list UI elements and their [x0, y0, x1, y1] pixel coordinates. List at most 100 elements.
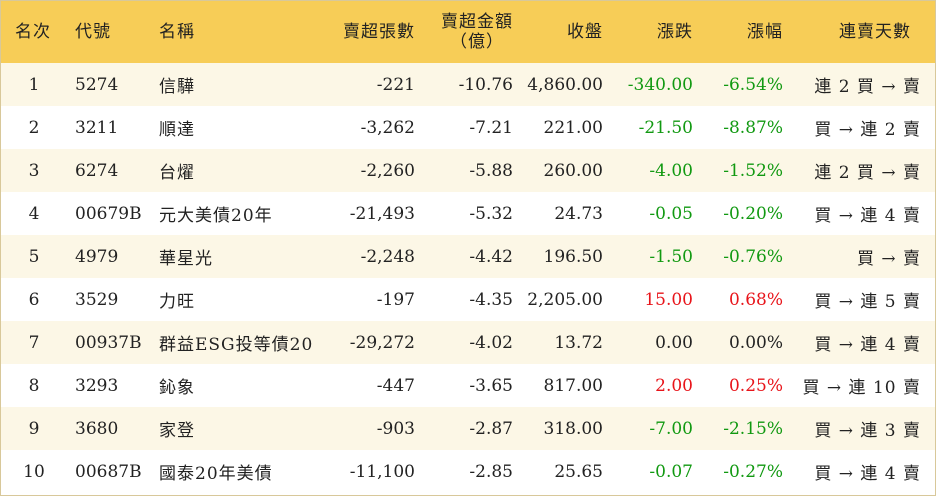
table-row[interactable]: 9 3680 家登 -903 -2.87 318.00 -7.00 -2.15% 買 → 連 3…: [1, 407, 935, 450]
oversold-shares-cell: -3,262: [360, 117, 415, 138]
column-header-oversold-shares[interactable]: 賣超張數: [343, 22, 415, 42]
column-header-consecutive-days[interactable]: 連賣天數: [839, 22, 911, 42]
change-pct-cell: -2.15%: [723, 418, 783, 439]
oversold-amount-label-line1: 賣超金額: [441, 12, 513, 32]
change-pct-cell: -6.54%: [723, 74, 783, 95]
stock-name-cell: 台燿: [159, 163, 195, 183]
close-price-cell: 4,860.00: [527, 74, 603, 95]
stock-code-cell: 3211: [75, 117, 119, 138]
close-price-cell: 196.50: [543, 246, 603, 267]
stock-code-cell: 3293: [75, 375, 119, 396]
table-row[interactable]: 5 4979 華星光 -2,248 -4.42 196.50 -1.50 -0.76% 買 → …: [1, 235, 935, 278]
consecutive-days-cell: 買 → 連 2 賣: [814, 120, 921, 140]
stock-name-cell: 信驊: [159, 77, 195, 97]
column-header-name[interactable]: 名稱: [159, 22, 195, 42]
rank-cell: 5: [28, 246, 40, 267]
rank-cell: 1: [28, 74, 40, 95]
stock-name-cell: 群益ESG投等債20: [159, 335, 314, 355]
oversold-amount-cell: -10.76: [458, 74, 513, 95]
close-price-cell: 25.65: [554, 461, 603, 482]
consecutive-days-cell: 連 2 買 → 賣: [814, 163, 921, 183]
consecutive-days-cell: 買 → 連 4 賣: [814, 335, 921, 355]
consecutive-days-cell: 買 → 連 5 賣: [814, 292, 921, 312]
stock-name-cell: 國泰20年美債: [159, 464, 273, 484]
change-pct-cell: -1.52%: [723, 160, 783, 181]
rank-cell: 8: [28, 375, 40, 396]
change-pct-cell: 0.00%: [728, 332, 783, 353]
oversold-amount-label: 賣超金額 （億）: [441, 12, 513, 52]
table-row[interactable]: 1 5274 信驊 -221 -10.76 4,860.00 -340.00 -6.54% 連 …: [1, 63, 935, 106]
stock-code-cell: 6274: [75, 160, 119, 181]
oversold-amount-cell: -2.85: [469, 461, 513, 482]
stock-code-cell: 00687B: [75, 461, 142, 482]
close-price-cell: 2,205.00: [527, 289, 603, 310]
close-price-cell: 13.72: [554, 332, 603, 353]
price-change-cell: 0.00: [655, 332, 693, 353]
oversold-amount-cell: -4.02: [469, 332, 513, 353]
oversold-shares-cell: -29,272: [349, 332, 415, 353]
oversold-shares-cell: -2,260: [360, 160, 415, 181]
price-change-cell: 15.00: [644, 289, 693, 310]
column-header-code[interactable]: 代號: [75, 22, 111, 42]
price-change-cell: -4.00: [649, 160, 693, 181]
change-pct-cell: -0.20%: [723, 203, 783, 224]
consecutive-days-cell: 買 → 連 10 賣: [802, 378, 921, 398]
stock-name-cell: 華星光: [159, 249, 213, 269]
change-pct-cell: 0.25%: [728, 375, 783, 396]
column-header-close[interactable]: 收盤: [567, 22, 603, 42]
price-change-cell: -7.00: [649, 418, 693, 439]
oversold-amount-cell: -2.87: [469, 418, 513, 439]
oversold-shares-cell: -903: [376, 418, 415, 439]
rank-cell: 3: [28, 160, 40, 181]
table-row[interactable]: 6 3529 力旺 -197 -4.35 2,205.00 15.00 0.68% 買 → 連 …: [1, 278, 935, 321]
price-change-cell: -340.00: [627, 74, 693, 95]
change-pct-cell: -8.87%: [723, 117, 783, 138]
table-row[interactable]: 4 00679B 元大美債20年 -21,493 -5.32 24.73 -0.05 -0.2…: [1, 192, 935, 235]
stock-name-cell: 元大美債20年: [159, 206, 273, 226]
table-row[interactable]: 7 00937B 群益ESG投等債20 -29,272 -4.02 13.72 0.00 0.…: [1, 321, 935, 364]
stock-code-cell: 5274: [75, 74, 119, 95]
consecutive-days-cell: 連 2 買 → 賣: [814, 77, 921, 97]
rank-cell: 9: [28, 418, 40, 439]
oversold-amount-cell: -7.21: [469, 117, 513, 138]
oversold-amount-label-line2: （億）: [450, 32, 504, 52]
table-row[interactable]: 2 3211 順達 -3,262 -7.21 221.00 -21.50 -8.87% 買 → …: [1, 106, 935, 149]
consecutive-days-cell: 買 → 連 4 賣: [814, 206, 921, 226]
table-row[interactable]: 10 00687B 國泰20年美債 -11,100 -2.85 25.65 -0.07 -0.…: [1, 450, 935, 493]
price-change-cell: -1.50: [649, 246, 693, 267]
table-row[interactable]: 8 3293 鈊象 -447 -3.65 817.00 2.00 0.25% 買 → 連 10 …: [1, 364, 935, 407]
stock-code-cell: 4979: [75, 246, 119, 267]
column-header-change-pct[interactable]: 漲幅: [747, 22, 783, 42]
oversold-shares-cell: -447: [376, 375, 415, 396]
stock-code-cell: 3529: [75, 289, 119, 310]
oversold-amount-cell: -5.88: [469, 160, 513, 181]
consecutive-days-cell: 買 → 連 4 賣: [814, 464, 921, 484]
table-header: 名次 代號 名稱 賣超張數 賣超金額 （億） 收盤 漲跌 漲幅 連賣天數: [1, 1, 935, 63]
close-price-cell: 260.00: [543, 160, 603, 181]
oversold-shares-cell: -221: [376, 74, 415, 95]
column-header-oversold-amount[interactable]: 賣超金額 （億）: [423, 1, 521, 63]
table-body: 1 5274 信驊 -221 -10.76 4,860.00 -340.00 -6.54% 連 …: [1, 63, 935, 493]
column-header-change[interactable]: 漲跌: [657, 22, 693, 42]
price-change-cell: -21.50: [638, 117, 693, 138]
rank-cell: 6: [28, 289, 40, 310]
rank-cell: 2: [28, 117, 40, 138]
oversold-shares-cell: -2,248: [360, 246, 415, 267]
stock-name-cell: 順達: [159, 120, 195, 140]
consecutive-days-cell: 買 → 賣: [856, 249, 921, 269]
close-price-cell: 24.73: [554, 203, 603, 224]
stock-name-cell: 家登: [159, 421, 195, 441]
oversold-amount-cell: -4.35: [469, 289, 513, 310]
stock-name-cell: 力旺: [159, 292, 195, 312]
close-price-cell: 817.00: [543, 375, 603, 396]
oversold-shares-cell: -21,493: [349, 203, 415, 224]
table-row[interactable]: 3 6274 台燿 -2,260 -5.88 260.00 -4.00 -1.52% 連 2 買…: [1, 149, 935, 192]
stock-code-cell: 00937B: [75, 332, 142, 353]
change-pct-cell: 0.68%: [728, 289, 783, 310]
oversold-amount-cell: -5.32: [469, 203, 513, 224]
column-header-rank[interactable]: 名次: [15, 22, 51, 42]
change-pct-cell: -0.27%: [723, 461, 783, 482]
stock-code-cell: 00679B: [75, 203, 142, 224]
oversold-amount-cell: -4.42: [469, 246, 513, 267]
